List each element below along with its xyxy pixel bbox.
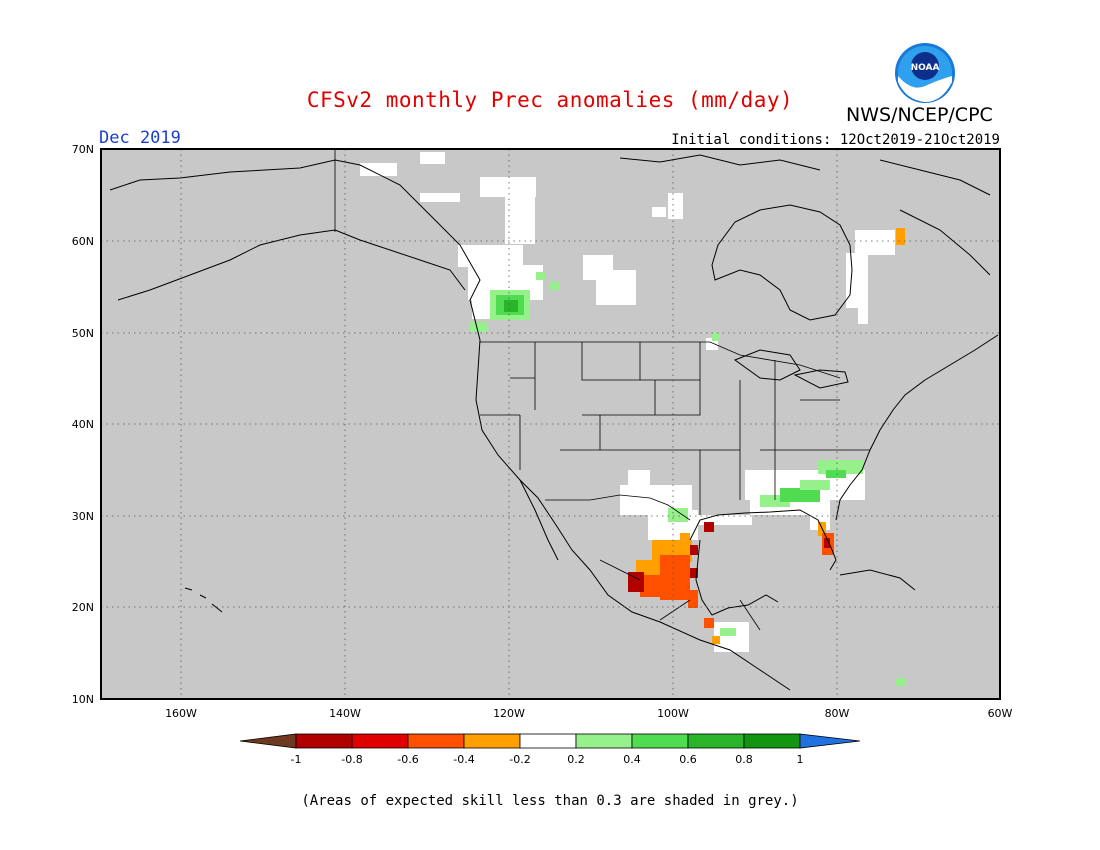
legend-swatch [575,733,633,749]
lat-label: 20N [72,601,94,614]
noaa-logo: NOAA [895,43,955,103]
lat-label: 70N [72,143,94,156]
lon-label: 100W [657,707,689,720]
political-borders [334,148,870,631]
graticule [101,149,1000,699]
legend-swatch [407,733,465,749]
legend-tick: -0.4 [453,753,474,766]
legend-swatch [351,733,409,749]
legend-tick: 1 [797,753,804,766]
footnote: (Areas of expected skill less than 0.3 a… [301,793,799,809]
negative-anomalies [628,228,905,644]
target-month: Dec 2019 [99,128,181,148]
legend-tick: 0.6 [679,753,697,766]
legend-tick: 0.8 [735,753,753,766]
lat-label: 50N [72,327,94,340]
map-frame [100,148,1001,700]
logo-text: NOAA [911,63,940,73]
color-legend: -1 -0.8 -0.6 -0.4 -0.2 0.2 0.4 0.6 0.8 1 [239,733,861,766]
legend-swatch [687,733,745,749]
legend-tick: -0.2 [509,753,530,766]
lat-label: 60N [72,235,94,248]
latitude-labels: 70N 60N 50N 40N 30N 20N 10N [72,143,94,706]
legend-swatch [295,733,353,749]
legend-tick: -0.8 [341,753,362,766]
legend-high-arrow [799,733,861,749]
lon-label: 60W [988,707,1013,720]
legend-swatch [743,733,801,749]
legend-swatch [519,733,577,749]
legend-tick: 0.4 [623,753,641,766]
legend-swatch [631,733,689,749]
lon-label: 160W [165,707,197,720]
legend-tick: -1 [291,753,302,766]
lon-label: 80W [825,707,850,720]
map-title: CFSv2 monthly Prec anomalies (mm/day) [306,88,794,112]
lon-label: 120W [493,707,525,720]
coastlines [109,154,999,691]
legend-tick: -0.6 [397,753,418,766]
legend-tick: 0.2 [567,753,585,766]
lat-label: 40N [72,418,94,431]
initial-conditions: Initial conditions: 12Oct2019-21Oct2019 [671,132,1000,148]
lat-label: 30N [72,510,94,523]
lon-label: 140W [329,707,361,720]
legend-swatch [463,733,521,749]
legend-low-arrow [239,733,297,749]
agency-label: NWS/NCEP/CPC [846,104,993,126]
longitude-labels: 160W 140W 120W 100W 80W 60W [165,707,1012,720]
lat-label: 10N [72,693,94,706]
positive-anomalies [470,272,906,686]
